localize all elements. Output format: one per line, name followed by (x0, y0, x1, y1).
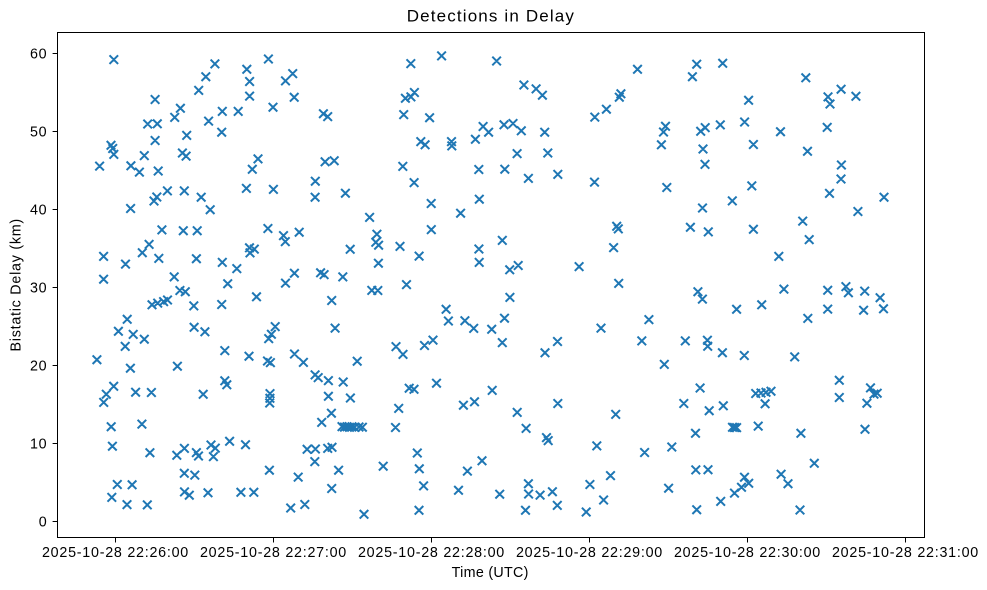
svg-text:2025-10-28 22:27:00: 2025-10-28 22:27:00 (200, 545, 347, 561)
svg-text:2025-10-28 22:28:00: 2025-10-28 22:28:00 (358, 545, 505, 561)
svg-text:40: 40 (30, 203, 47, 219)
svg-text:60: 60 (30, 47, 47, 63)
svg-text:10: 10 (30, 437, 47, 453)
svg-text:0: 0 (39, 515, 48, 531)
svg-text:Detections in Delay: Detections in Delay (407, 7, 575, 26)
svg-text:2025-10-28 22:26:00: 2025-10-28 22:26:00 (42, 545, 189, 561)
svg-text:2025-10-28 22:31:00: 2025-10-28 22:31:00 (832, 545, 979, 561)
svg-text:50: 50 (30, 125, 47, 141)
svg-text:2025-10-28 22:29:00: 2025-10-28 22:29:00 (516, 545, 663, 561)
svg-text:2025-10-28 22:30:00: 2025-10-28 22:30:00 (674, 545, 821, 561)
svg-text:Bistatic Delay (km): Bistatic Delay (km) (9, 218, 25, 351)
svg-text:20: 20 (30, 359, 47, 375)
svg-text:30: 30 (30, 281, 47, 297)
svg-text:Time (UTC): Time (UTC) (452, 565, 529, 581)
